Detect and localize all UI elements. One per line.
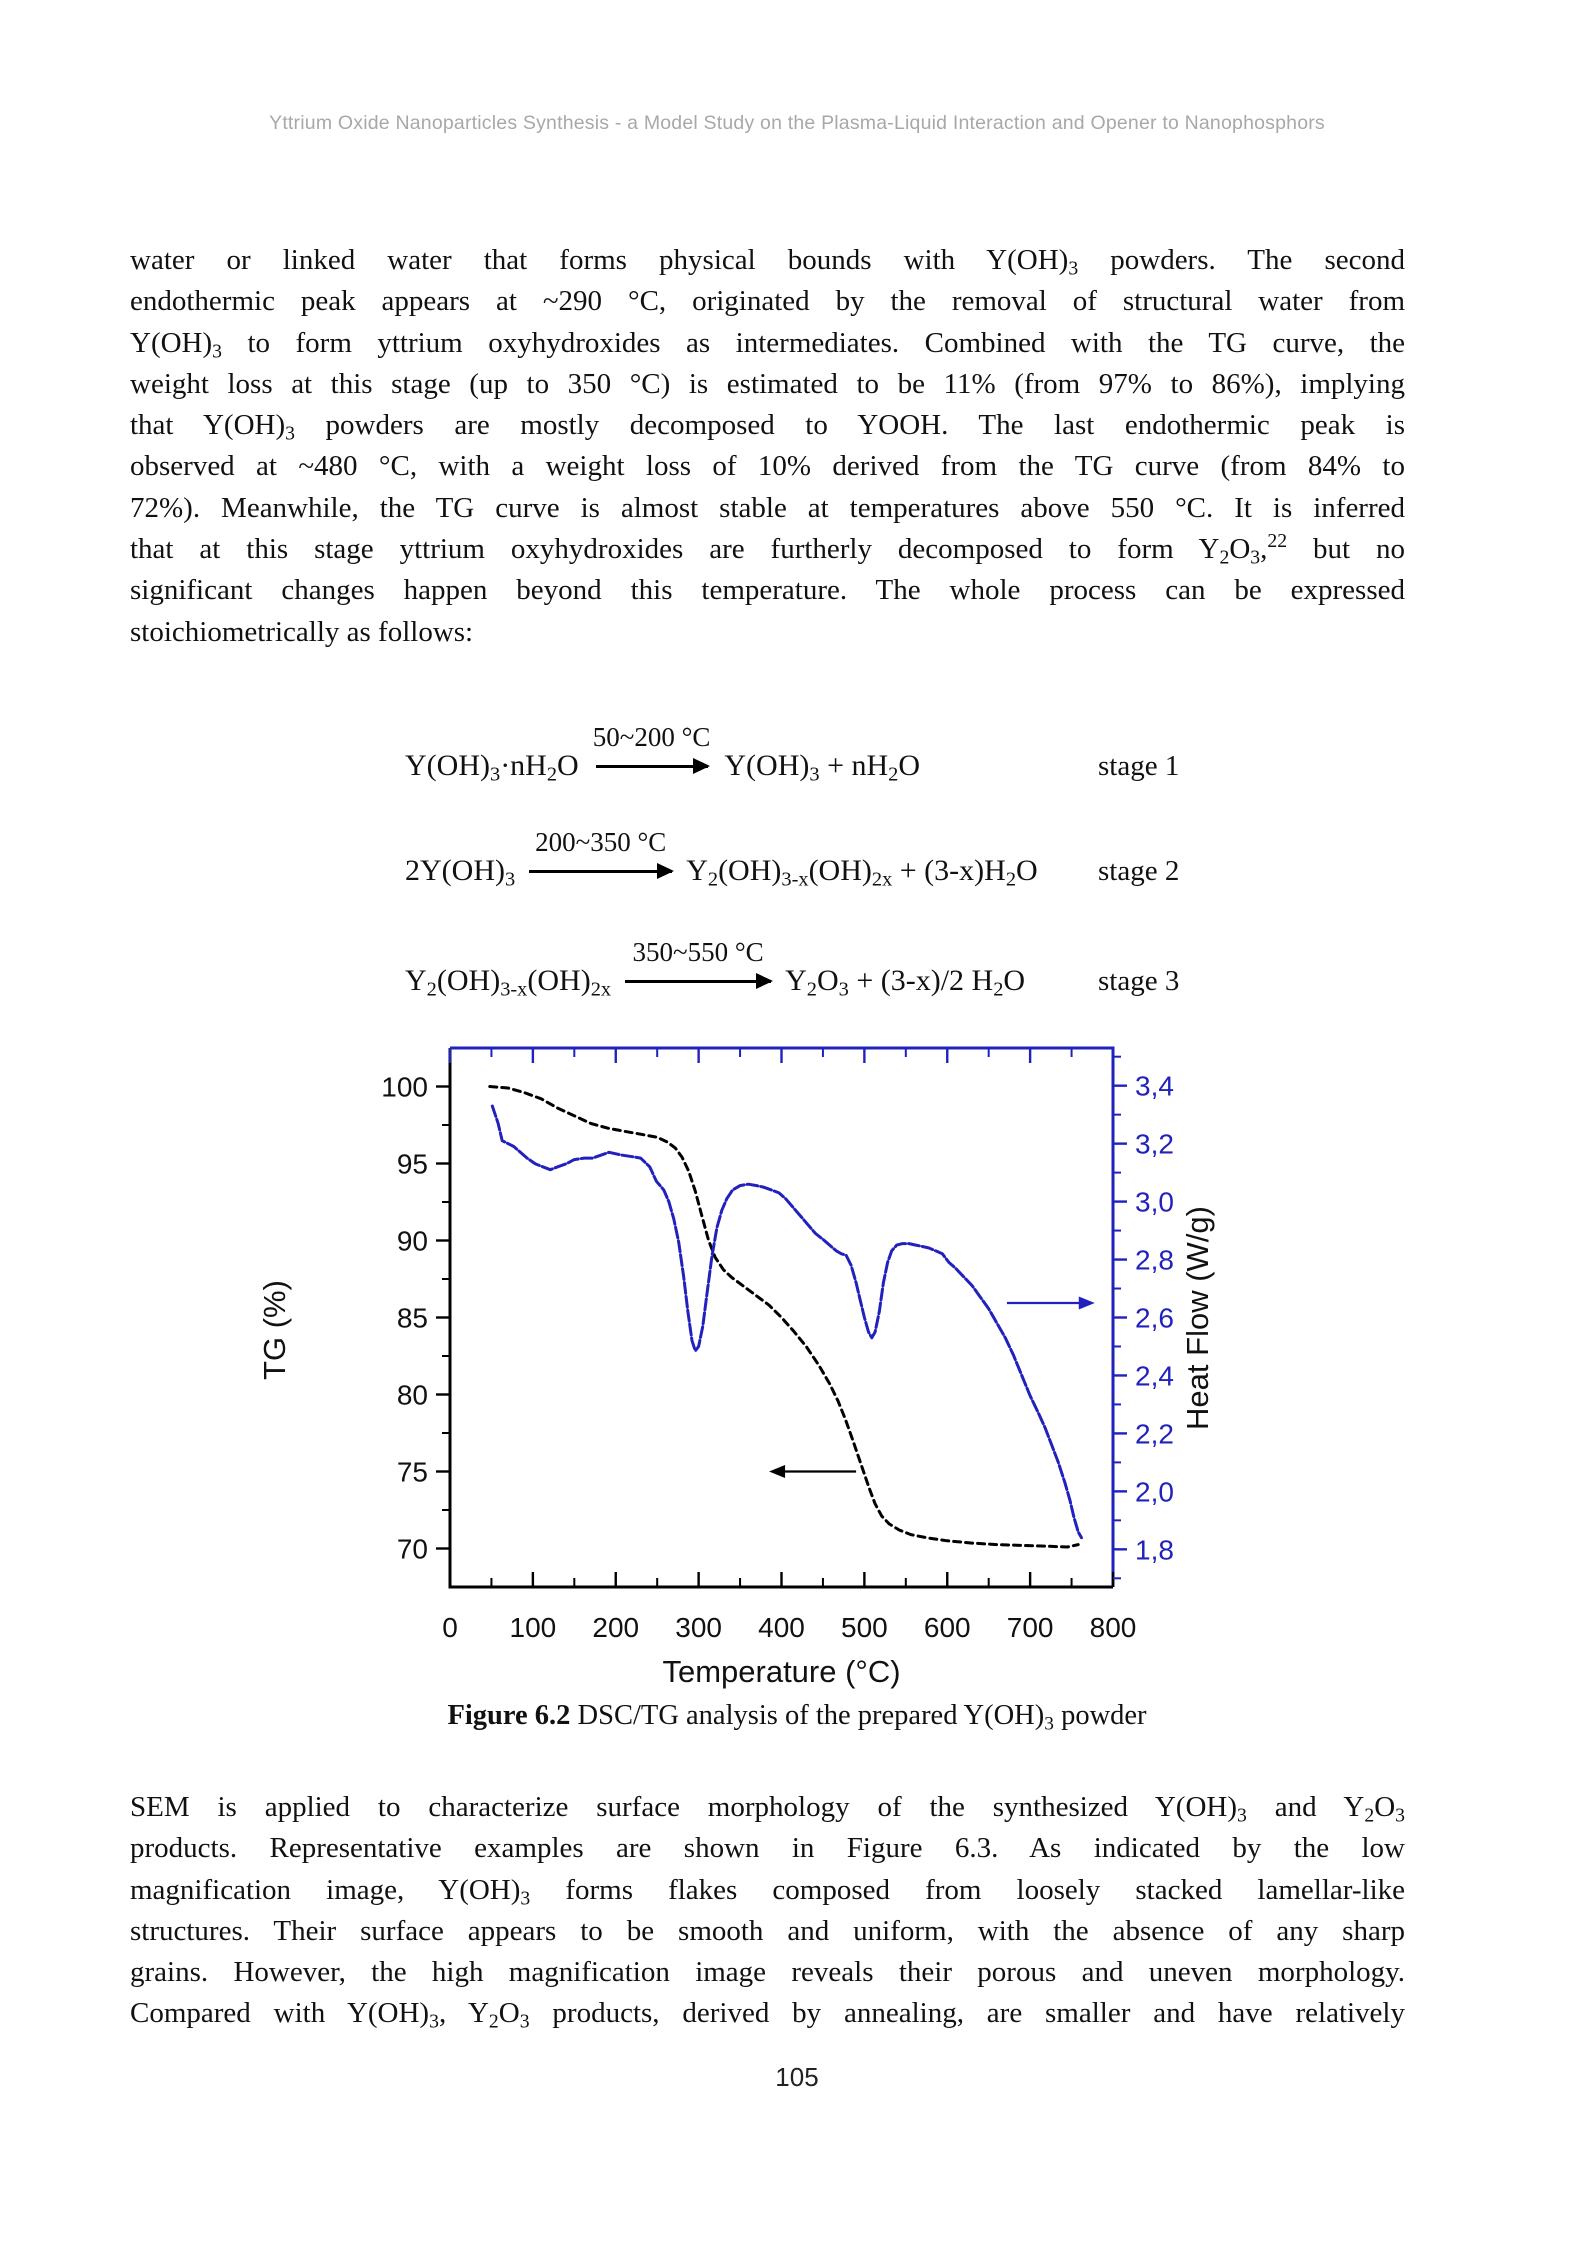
svg-text:1,8: 1,8: [1135, 1534, 1174, 1565]
svg-text:2,4: 2,4: [1135, 1360, 1174, 1391]
text-line: structures. Their surface appears to be …: [130, 1914, 1405, 1947]
reaction-arrow-group: 200~350 °C: [529, 826, 675, 893]
svg-text:700: 700: [1007, 1612, 1054, 1643]
svg-text:600: 600: [924, 1612, 971, 1643]
text-line: significant changes happen beyond this t…: [130, 574, 1405, 607]
x-axis-title: Temperature (°C): [662, 1654, 900, 1689]
svg-text:95: 95: [397, 1149, 428, 1180]
equation-stage-2: 2Y(OH)3 200~350 °C Y2(OH)3-x(OH)2x + (3-…: [405, 826, 1179, 893]
equation-product: Y(OH)3 + nH2O: [724, 748, 921, 786]
page-number: 105: [775, 2062, 819, 2092]
text-line: products. Representative examples are sh…: [130, 1832, 1405, 1865]
svg-text:100: 100: [510, 1612, 557, 1643]
text-line: Compared with Y(OH)3, Y2O3 products, der…: [130, 1997, 1405, 2033]
text-line: that at this stage yttrium oxyhydroxides…: [130, 530, 1405, 569]
svg-text:500: 500: [841, 1612, 888, 1643]
svg-text:75: 75: [397, 1457, 428, 1488]
text-line: SEM is applied to characterize surface m…: [130, 1791, 1405, 1827]
left-axis-title: TG (%): [257, 1280, 292, 1380]
svg-text:800: 800: [1090, 1612, 1137, 1643]
text-line: 72%). Meanwhile, the TG curve is almost …: [130, 491, 1405, 524]
dsc-tg-figure: 0 100 200 300 400 500 600 700 800 100 95 90 85 80 75 70…: [255, 1030, 1230, 1690]
figure-caption: Figure 6.2 DSC/TG analysis of the prepar…: [0, 1700, 1594, 1735]
equation-stage-3: Y2(OH)3-x(OH)2x 350~550 °C Y2O3 + (3-x)/…: [405, 936, 1179, 1003]
svg-text:90: 90: [397, 1226, 428, 1257]
paragraph-2: SEM is applied to characterize surface m…: [130, 1787, 1405, 2035]
paragraph-1: water or linked water that forms physica…: [130, 240, 1405, 653]
text-line: magnification image, Y(OH)3 forms flakes…: [130, 1873, 1405, 1910]
text-line: grains. However, the high magnification …: [130, 1956, 1405, 1989]
reaction-arrow-group: 350~550 °C: [625, 936, 774, 1003]
reaction-condition: 200~350 °C: [535, 827, 667, 857]
dsc-tg-chart: 0 100 200 300 400 500 600 700 800 100 95 90 85 80 75 70…: [257, 1046, 1215, 1689]
svg-text:3,4: 3,4: [1135, 1071, 1174, 1102]
series-dsc-heat-flow: [490, 1104, 1083, 1540]
svg-text:85: 85: [397, 1303, 428, 1334]
svg-text:300: 300: [675, 1612, 722, 1643]
stage-label: stage 3: [1098, 964, 1180, 997]
svg-text:2,8: 2,8: [1135, 1245, 1174, 1276]
right-axis-title: Heat Flow (W/g): [1180, 1206, 1215, 1430]
reaction-arrow-icon: [595, 758, 710, 773]
svg-text:2,6: 2,6: [1135, 1303, 1174, 1334]
svg-text:3,2: 3,2: [1135, 1129, 1174, 1160]
reaction-condition: 350~550 °C: [632, 937, 764, 967]
reaction-arrow-icon: [529, 863, 675, 878]
svg-text:100: 100: [381, 1072, 428, 1103]
svg-text:200: 200: [592, 1612, 639, 1643]
svg-text:400: 400: [758, 1612, 805, 1643]
svg-text:70: 70: [397, 1534, 428, 1565]
svg-text:80: 80: [397, 1380, 428, 1411]
stage-label: stage 1: [1098, 749, 1180, 782]
series-tg: [488, 1085, 1080, 1549]
text-line: that Y(OH)3 powders are mostly decompose…: [130, 409, 1405, 445]
equation-stage-1: Y(OH)3·nH2O 50~200 °C Y(OH)3 + nH2O stag…: [405, 721, 1179, 788]
equation-reactant: Y(OH)3·nH2O: [405, 748, 579, 786]
reaction-arrow-group: 50~200 °C: [592, 721, 711, 788]
equation-reactant: Y2(OH)3-x(OH)2x: [405, 963, 612, 1001]
running-head: Yttrium Oxide Nanoparticles Synthesis - …: [269, 112, 1325, 134]
text-line: weight loss at this stage (up to 350 °C)…: [130, 367, 1405, 400]
svg-text:3,0: 3,0: [1135, 1187, 1174, 1218]
svg-text:2,0: 2,0: [1135, 1476, 1174, 1507]
figure-caption-text: DSC/TG analysis of the prepared Y(OH)3 p…: [570, 1700, 1147, 1735]
stage-label: stage 2: [1098, 854, 1180, 887]
figure-caption-label: Figure 6.2: [447, 1700, 571, 1731]
equation-reactant: 2Y(OH)3: [405, 853, 516, 891]
text-line: observed at ~480 °C, with a weight loss …: [130, 450, 1405, 483]
text-line: endothermic peak appears at ~290 °C, ori…: [130, 285, 1405, 318]
text-line: Y(OH)3 to form yttrium oxyhydroxides as …: [130, 326, 1405, 363]
svg-text:2,2: 2,2: [1135, 1418, 1174, 1449]
equation-product: Y2O3 + (3-x)/2 H2O: [785, 963, 1026, 1001]
svg-text:0: 0: [442, 1612, 458, 1643]
reaction-condition: 50~200 °C: [592, 722, 711, 752]
text-line: water or linked water that forms physica…: [130, 244, 1405, 280]
reaction-arrow-icon: [625, 973, 774, 988]
text-line: stoichiometrically as follows:: [130, 615, 474, 648]
equation-product: Y2(OH)3-x(OH)2x + (3-x)H2O: [686, 853, 1038, 891]
